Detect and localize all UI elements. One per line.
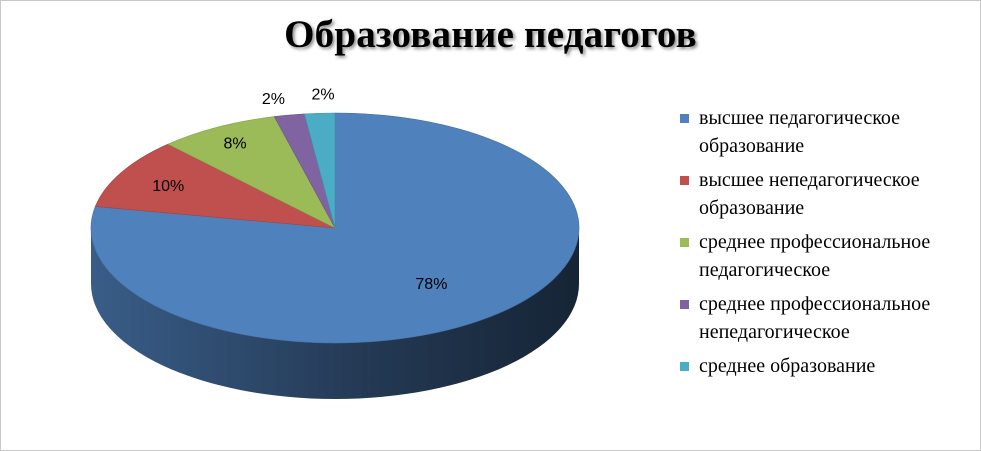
legend-label: высшее педагогическое образование — [699, 107, 901, 157]
legend-item-secondary-education: среднее образование — [680, 352, 975, 414]
pie-slice-4 — [304, 112, 336, 229]
legend-item-higher-non-pedagogical: высшее непедагогическое образование — [680, 166, 975, 228]
legend-swatch — [680, 114, 689, 123]
legend-label: среднее профессиональное непедагогическо… — [699, 293, 931, 343]
pie-slice-2 — [167, 116, 336, 229]
pie-slice-1 — [94, 143, 336, 229]
data-label-2: 8% — [224, 135, 247, 152]
legend-label: высшее непедагогическое образование — [699, 169, 920, 219]
legend-swatch — [680, 300, 689, 309]
legend-swatch — [680, 238, 689, 247]
data-label-3: 2% — [262, 91, 285, 108]
data-label-4: 2% — [312, 87, 335, 104]
legend-label: среднее профессиональное педагогическое — [699, 231, 931, 281]
legend-item-higher-pedagogical: высшее педагогическое образование — [680, 104, 975, 166]
chart-title: Образование педагогов — [284, 13, 697, 56]
pie-side-wall-0 — [91, 228, 579, 399]
data-label-1: 10% — [152, 178, 184, 195]
legend-item-secondary-professional-pedagogical: среднее профессиональное педагогическое — [680, 228, 975, 290]
legend-swatch — [680, 176, 689, 185]
chart-legend: высшее педагогическое образование высшее… — [680, 104, 975, 414]
legend-item-secondary-professional-non-pedagogical: среднее профессиональное непедагогическо… — [680, 290, 975, 352]
legend-swatch — [680, 362, 689, 371]
legend-label: среднее образование — [699, 355, 876, 377]
data-label-0: 78% — [415, 276, 447, 293]
